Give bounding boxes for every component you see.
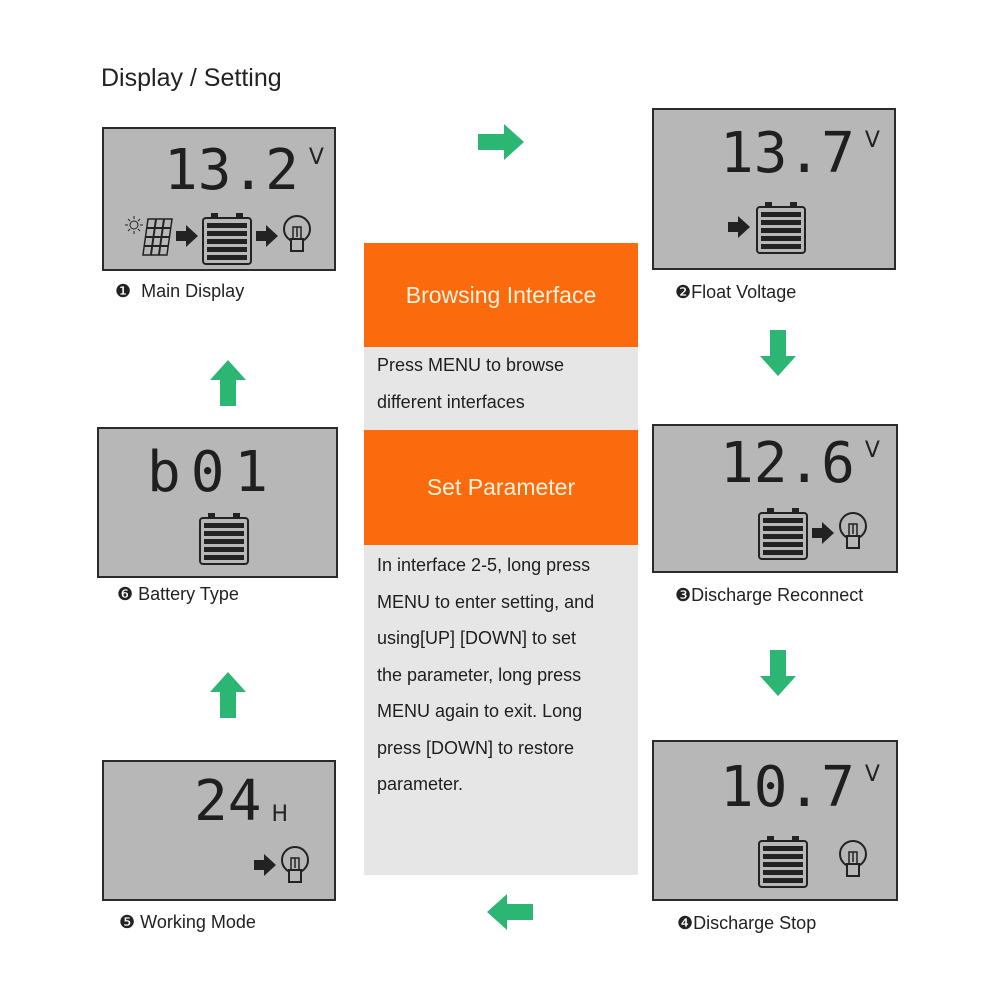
lcd-working-mode: 24 H (102, 760, 336, 901)
browsing-instructions: Press MENU to browse different interface… (377, 347, 635, 420)
bulb-icon (839, 512, 867, 549)
text-line: MENU to enter setting, and (377, 591, 595, 612)
lcd-reading: 12.6 (720, 431, 855, 496)
text-line: Press MENU to browse (377, 355, 565, 375)
browsing-interface-header: Browsing Interface (364, 243, 638, 347)
lcd-unit: V (864, 128, 880, 153)
page-title: Display / Setting (101, 64, 282, 92)
lcd-readout: 13.2 V (164, 143, 324, 199)
lcd-readout: 10.7 V (720, 760, 880, 816)
arrow-right-icon (478, 124, 524, 160)
step-label: Float Voltage (691, 282, 797, 302)
lcd-readout: 12.6 V (720, 436, 880, 492)
text-line: different interfaces (377, 391, 525, 412)
bulb-icon (283, 215, 311, 252)
text-line: press [DOWN] to restore (377, 737, 575, 758)
step-number: ❸ (675, 585, 692, 605)
step-label: Discharge Stop (693, 913, 817, 933)
lcd-reading: 24 (194, 769, 262, 834)
arrow-icon (256, 225, 278, 247)
battery-icon (756, 201, 806, 254)
lcd-unit: V (308, 145, 324, 170)
text-line: the parameter, long press (377, 664, 582, 685)
lcd-unit: H (271, 802, 288, 827)
battery-icon (202, 212, 252, 265)
arrow-icon (728, 216, 750, 238)
setting-instructions: In interface 2-5, long press MENU to ent… (377, 547, 635, 803)
step-label: Battery Type (138, 584, 239, 604)
step-number: ❻ (117, 584, 134, 604)
flow-icons (758, 835, 867, 888)
lcd-discharge-stop: 10.7 V (652, 740, 898, 901)
flow-icons (199, 512, 249, 565)
arrow-icon (176, 225, 198, 247)
label-float-voltage: ❷Float Voltage (675, 282, 796, 303)
step-label: Discharge Reconnect (691, 585, 864, 605)
flow-icons (254, 846, 309, 883)
lcd-readout: 13.7 V (720, 126, 880, 182)
step-number: ❷ (675, 282, 692, 302)
lcd-main-display: 13.2 V (102, 127, 336, 271)
battery-icon (199, 512, 249, 565)
text-line: parameter. (377, 774, 464, 794)
arrow-up-icon (210, 360, 246, 406)
lcd-readout: b01 (147, 445, 278, 501)
label-discharge-stop: ❹Discharge Stop (677, 913, 816, 934)
step-number: ❺ (119, 912, 136, 932)
sun-icon (125, 216, 143, 234)
label-main-display: ❶ Main Display (115, 281, 244, 302)
lcd-unit: V (864, 762, 880, 787)
lcd-reading: 13.7 (720, 121, 855, 186)
set-parameter-header: Set Parameter (364, 430, 638, 545)
label-discharge-reconnect: ❸Discharge Reconnect (675, 585, 863, 606)
arrow-down-icon (760, 650, 796, 696)
battery-icon (758, 507, 808, 560)
battery-icon (758, 835, 808, 888)
arrow-left-icon (487, 894, 533, 930)
arrow-up-icon (210, 672, 246, 718)
bulb-icon (839, 840, 867, 877)
flow-icons (758, 507, 867, 560)
step-label: Main Display (141, 281, 245, 301)
lcd-reading: 10.7 (720, 755, 855, 820)
arrow-icon (254, 854, 276, 876)
lcd-unit: V (864, 438, 880, 463)
bulb-icon (281, 846, 309, 883)
lcd-battery-type: b01 (97, 427, 338, 578)
step-number: ❹ (677, 913, 694, 933)
flow-icons (728, 201, 806, 254)
instructions-panel: Browsing Interface Press MENU to browse … (364, 243, 638, 875)
step-label: Working Mode (140, 912, 256, 932)
lcd-reading: 13.2 (164, 138, 299, 203)
label-battery-type: ❻ Battery Type (117, 584, 239, 605)
text-line: using[UP] [DOWN] to set (377, 628, 577, 648)
flow-icons (125, 212, 311, 265)
lcd-discharge-reconnect: 12.6 V (652, 424, 898, 573)
step-number: ❶ (115, 281, 132, 301)
text-line: In interface 2-5, long press (377, 555, 591, 575)
solar-panel-icon (142, 218, 173, 256)
lcd-reading: b01 (147, 440, 279, 505)
arrow-down-icon (760, 330, 796, 376)
lcd-float-voltage: 13.7 V (652, 108, 896, 270)
text-line: MENU again to exit. Long (377, 701, 583, 721)
label-working-mode: ❺ Working Mode (119, 912, 256, 933)
lcd-readout: 24 H (194, 774, 288, 830)
arrow-icon (812, 522, 834, 544)
